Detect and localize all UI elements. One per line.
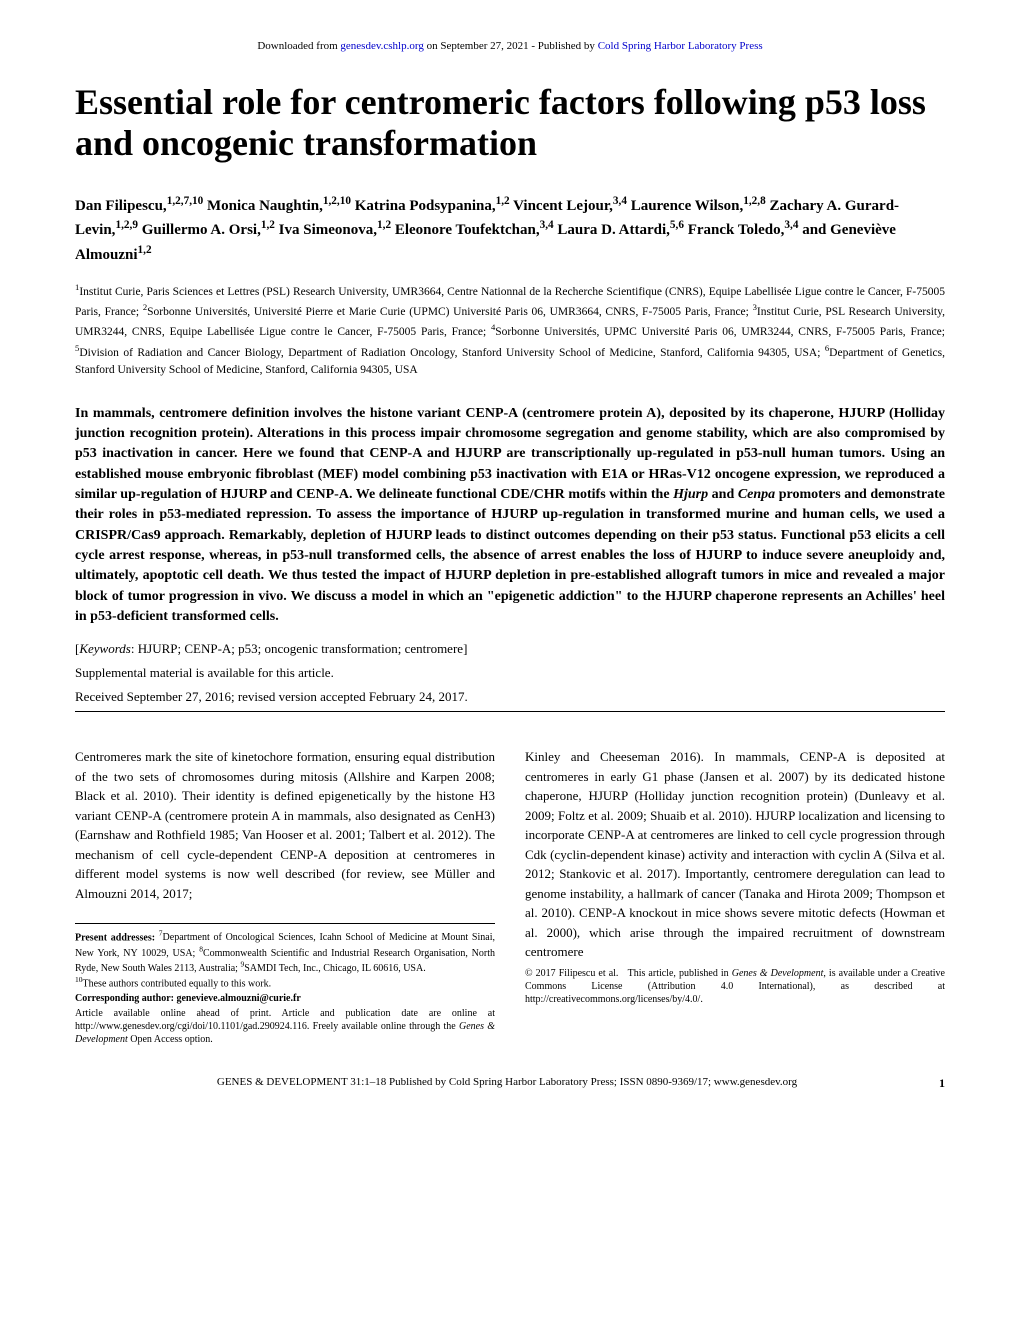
body-columns: Centromeres mark the site of kinetochore…	[75, 747, 945, 1046]
keywords-line: [Keywords: HJURP; CENP-A; p53; oncogenic…	[75, 641, 945, 657]
header-prefix: Downloaded from	[257, 40, 340, 52]
section-divider	[75, 711, 945, 712]
left-column: Centromeres mark the site of kinetochore…	[75, 747, 495, 1046]
footnotes-block: Present addresses: 7Department of Oncolo…	[75, 923, 495, 1046]
body-text-left: Centromeres mark the site of kinetochore…	[75, 747, 495, 903]
article-title: Essential role for centromeric factors f…	[75, 82, 945, 165]
page-footer: GENES & DEVELOPMENT 31:1–18 Published by…	[75, 1076, 945, 1103]
present-addresses-label: Present addresses:	[75, 932, 159, 943]
page-number: 1	[939, 1076, 945, 1091]
header-middle: on September 27, 2021 - Published by	[424, 40, 598, 52]
right-column: Kinley and Cheeseman 2016). In mammals, …	[525, 747, 945, 1046]
header-link-genesdev[interactable]: genesdev.cshlp.org	[340, 40, 423, 52]
authors-list: Dan Filipescu,1,2,7,10 Monica Naughtin,1…	[75, 193, 945, 267]
keywords-label: Keywords	[79, 641, 131, 656]
keywords-text: HJURP; CENP-A; p53; oncogenic transforma…	[138, 641, 463, 656]
header-link-cshlp[interactable]: Cold Spring Harbor Laboratory Press	[598, 40, 763, 52]
received-date: Received September 27, 2016; revised ver…	[75, 689, 945, 705]
abstract: In mammals, centromere definition involv…	[75, 404, 945, 627]
download-header: Downloaded from genesdev.cshlp.org on Se…	[75, 40, 945, 52]
body-text-right: Kinley and Cheeseman 2016). In mammals, …	[525, 747, 945, 962]
affiliations: 1Institut Curie, Paris Sciences et Lettr…	[75, 281, 945, 379]
copyright-notice: © 2017 Filipescu et al. This article, pu…	[525, 967, 945, 1006]
equal-contribution: 10These authors contributed equally to t…	[75, 975, 495, 990]
footer-citation: GENES & DEVELOPMENT 31:1–18 Published by…	[217, 1076, 797, 1088]
supplemental-note: Supplemental material is available for t…	[75, 665, 945, 681]
article-availability: Article available online ahead of print.…	[75, 1007, 495, 1046]
corresponding-author: Corresponding author: genevieve.almouzni…	[75, 992, 495, 1005]
page-container: Downloaded from genesdev.cshlp.org on Se…	[0, 0, 1020, 1133]
